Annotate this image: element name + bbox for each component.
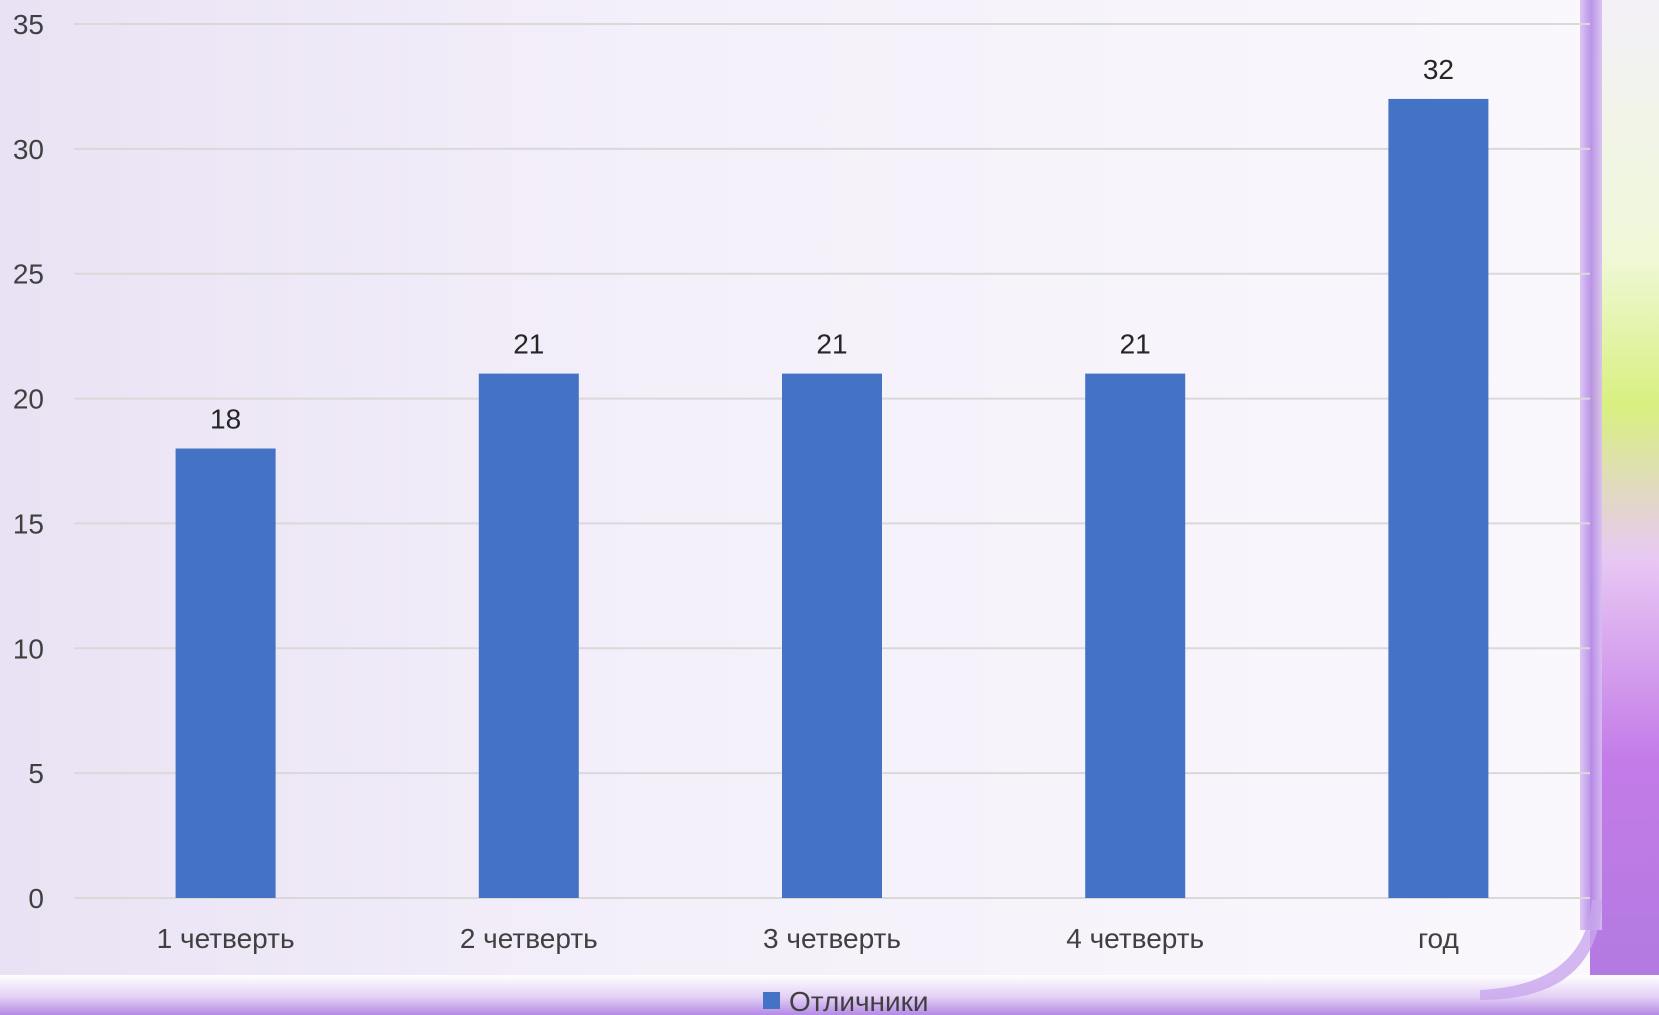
data-label: 32 bbox=[1423, 54, 1454, 85]
y-tick-label: 35 bbox=[13, 9, 44, 40]
x-axis: 1 четверть 2 четверть 3 четверть 4 четверть… bbox=[157, 923, 1459, 954]
bar bbox=[1388, 98, 1489, 898]
frame-bottom-edge bbox=[0, 975, 1659, 1015]
data-label: 18 bbox=[210, 404, 241, 435]
x-tick-label: 2 четверть bbox=[460, 923, 598, 954]
x-tick-label: год bbox=[1418, 923, 1459, 954]
legend: Отличники bbox=[763, 986, 929, 1015]
bar bbox=[478, 373, 579, 899]
frame-corner bbox=[1480, 900, 1602, 1000]
data-label: 21 bbox=[513, 329, 544, 360]
x-tick-label: 1 четверть bbox=[157, 923, 295, 954]
y-tick-label: 25 bbox=[13, 259, 44, 290]
y-tick-label: 30 bbox=[13, 134, 44, 165]
bar bbox=[1085, 373, 1186, 899]
bar bbox=[782, 373, 882, 899]
bar bbox=[175, 448, 276, 898]
y-tick-label: 20 bbox=[13, 384, 44, 415]
legend-swatch bbox=[763, 992, 780, 1009]
data-label: 21 bbox=[1120, 329, 1151, 360]
bars bbox=[175, 98, 1489, 899]
frame-right-edge bbox=[1580, 0, 1602, 930]
x-tick-label: 3 четверть bbox=[763, 923, 901, 954]
y-tick-label: 0 bbox=[28, 883, 44, 914]
y-tick-label: 5 bbox=[28, 758, 44, 789]
x-tick-label: 4 четверть bbox=[1066, 923, 1204, 954]
data-labels: 18 21 21 21 32 bbox=[210, 54, 1454, 435]
legend-label: Отличники bbox=[789, 986, 929, 1015]
data-label: 21 bbox=[816, 329, 847, 360]
y-tick-label: 15 bbox=[13, 508, 44, 539]
y-axis: 0 5 10 15 20 25 30 35 bbox=[13, 9, 44, 914]
y-tick-label: 10 bbox=[13, 633, 44, 664]
